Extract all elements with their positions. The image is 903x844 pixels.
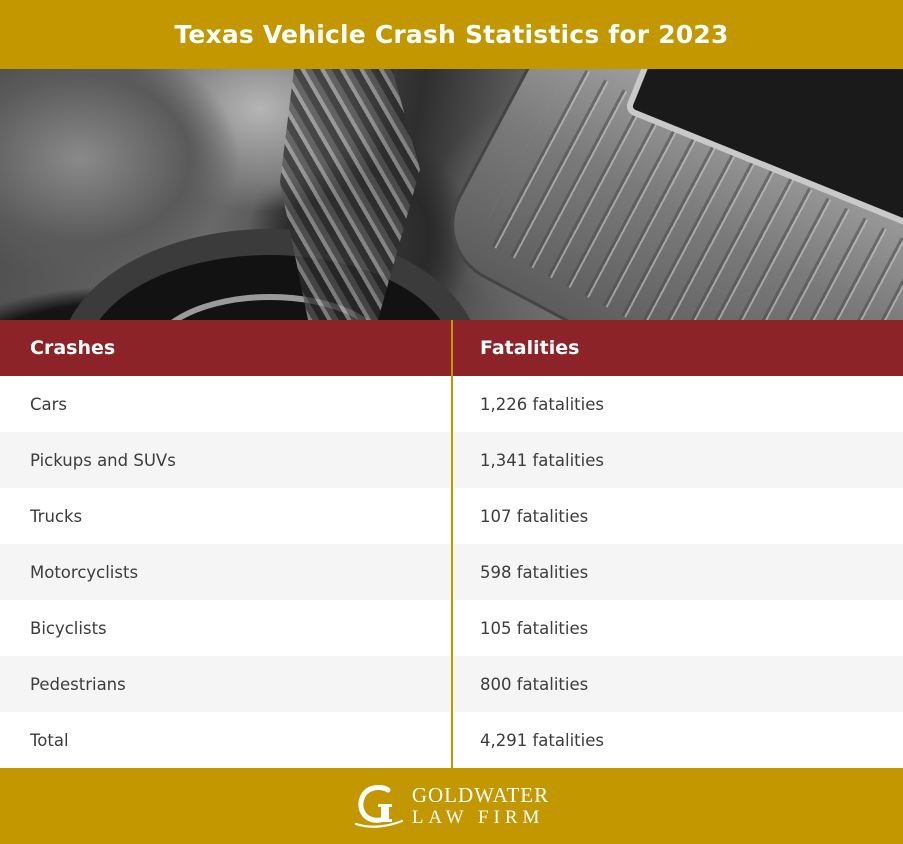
fatalities-cell: 1,341 fatalities xyxy=(480,450,604,470)
logo-line-2: LAW FIRM xyxy=(411,807,545,828)
title-bar: Texas Vehicle Crash Statistics for 2023 xyxy=(0,0,903,69)
crash-photo xyxy=(0,69,903,320)
fatalities-cell: 598 fatalities xyxy=(480,562,589,582)
crash-type-cell: Cars xyxy=(30,394,68,414)
header-crashes: Crashes xyxy=(30,337,116,359)
crash-type-cell: Pedestrians xyxy=(30,674,126,694)
fatalities-cell: 105 fatalities xyxy=(480,618,589,638)
fatalities-cell: 1,226 fatalities xyxy=(480,394,604,414)
crash-type-cell: Motorcyclists xyxy=(30,562,139,582)
crash-type-cell: Trucks xyxy=(30,506,83,526)
fatalities-cell: 800 fatalities xyxy=(480,674,589,694)
fatalities-cell: 107 fatalities xyxy=(480,506,589,526)
crash-statistics-table: Crashes Fatalities Cars 1,226 fatalities… xyxy=(0,320,903,768)
column-divider xyxy=(451,320,453,768)
footer: GOLDWATER LAW FIRM xyxy=(0,768,903,844)
crash-type-cell: Pickups and SUVs xyxy=(30,450,176,470)
header-fatalities: Fatalities xyxy=(480,337,580,359)
logo-text: GOLDWATER LAW FIRM xyxy=(411,783,550,828)
crash-type-cell: Bicyclists xyxy=(30,618,107,638)
g-column-logo-icon xyxy=(354,785,403,828)
fatalities-cell: 4,291 fatalities xyxy=(480,730,604,750)
goldwater-logo: GOLDWATER LAW FIRM xyxy=(354,784,549,828)
page-title: Texas Vehicle Crash Statistics for 2023 xyxy=(174,20,729,49)
crash-type-cell: Total xyxy=(30,730,69,750)
logo-line-1: GOLDWATER xyxy=(411,783,550,807)
